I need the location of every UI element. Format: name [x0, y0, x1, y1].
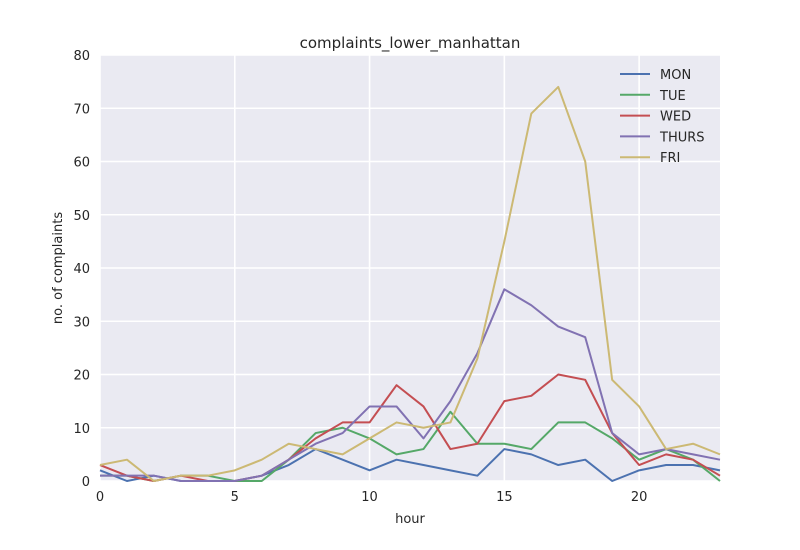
y-tick-label: 20 [73, 369, 90, 384]
x-tick-label: 0 [96, 490, 104, 505]
y-tick-label: 0 [82, 475, 90, 490]
chart-title: complaints_lower_manhattan [300, 34, 521, 53]
legend-label-fri: FRI [660, 151, 680, 166]
y-tick-label: 10 [73, 422, 90, 437]
series-line-thurs [100, 288, 721, 482]
grid-lines [99, 54, 720, 482]
x-tick-label: 20 [631, 490, 648, 505]
y-tick-label: 60 [73, 156, 90, 171]
x-axis-label: hour [395, 512, 425, 527]
y-tick-label: 80 [73, 49, 90, 64]
series-lines [99, 85, 721, 482]
y-axis-label: no. of complaints [51, 212, 66, 324]
x-axis-ticks: 0 5 10 15 20 [96, 490, 648, 505]
y-axis-ticks: 0 10 20 30 40 50 60 70 80 [73, 49, 90, 490]
y-tick-label: 70 [73, 102, 90, 117]
x-tick-label: 15 [496, 490, 513, 505]
y-tick-label: 40 [73, 262, 90, 277]
legend-label-thurs: THURS [659, 130, 705, 145]
legend-label-wed: WED [660, 110, 691, 125]
x-tick-label: 10 [361, 490, 378, 505]
x-tick-label: 5 [231, 490, 239, 505]
y-tick-label: 30 [73, 315, 90, 330]
legend-label-tue: TUE [659, 89, 686, 104]
y-tick-label: 50 [73, 209, 90, 224]
series-line-fri [99, 85, 721, 482]
legend: MON TUE WED THURS FRI [620, 68, 705, 166]
legend-label-mon: MON [660, 68, 691, 83]
